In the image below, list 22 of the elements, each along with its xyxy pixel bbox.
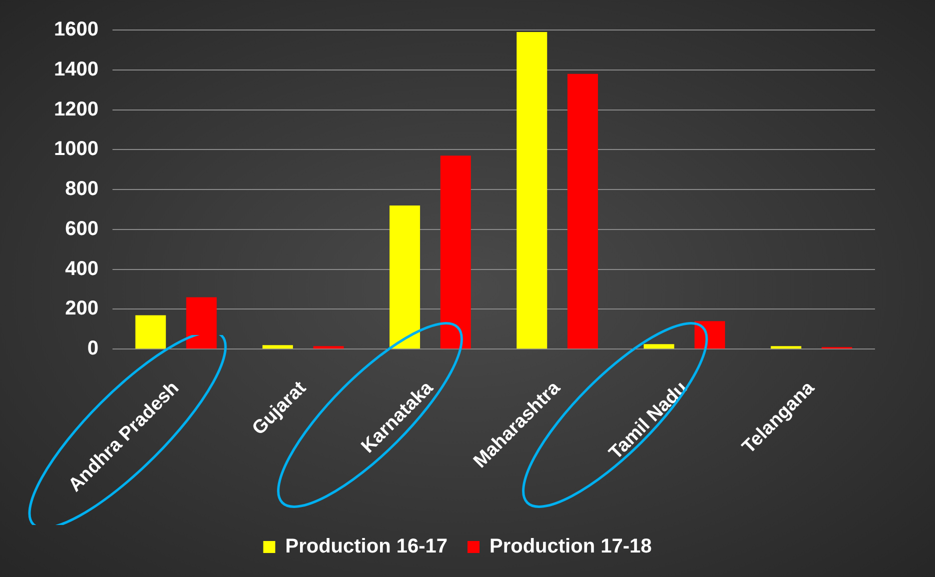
bar bbox=[186, 297, 217, 349]
y-tick-label: 1600 bbox=[54, 18, 98, 41]
y-tick-label: 400 bbox=[65, 258, 98, 280]
y-tick-label: 0 bbox=[87, 338, 98, 360]
bar bbox=[567, 74, 598, 349]
y-tick-label: 1200 bbox=[54, 98, 98, 120]
y-tick-label: 1000 bbox=[54, 138, 98, 160]
y-tick-label: 1400 bbox=[54, 58, 98, 80]
bar bbox=[770, 346, 802, 349]
bar bbox=[262, 345, 293, 349]
bar bbox=[440, 156, 471, 349]
legend-label: Production 16-17 bbox=[285, 536, 448, 558]
y-tick-label: 200 bbox=[65, 298, 98, 320]
bar bbox=[644, 344, 674, 349]
legend-label: Production 17-18 bbox=[490, 536, 652, 558]
y-tick-label: 800 bbox=[65, 178, 98, 200]
bar bbox=[313, 346, 344, 349]
bar bbox=[516, 32, 548, 349]
bar bbox=[135, 315, 166, 349]
bar bbox=[694, 321, 726, 349]
y-tick-label: 600 bbox=[65, 218, 98, 240]
bar bbox=[390, 206, 420, 349]
